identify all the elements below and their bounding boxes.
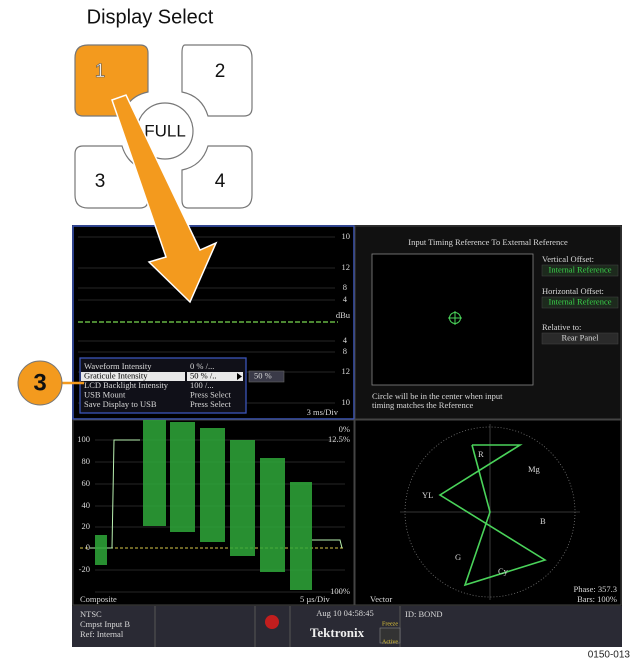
status-text: Cmpst Input B: [80, 619, 130, 629]
scale-label: 8: [343, 346, 347, 356]
active-label: Active: [382, 639, 398, 645]
menu-item[interactable]: Waveform Intensity: [84, 361, 152, 371]
pointer-arrow: [111, 94, 218, 304]
status-bar: [72, 606, 622, 647]
button-label: FULL: [144, 121, 186, 140]
timebase: 3 ms/Div: [307, 407, 339, 417]
panel-name: Composite: [80, 594, 117, 604]
field-box: [541, 296, 619, 309]
vector-target: Cy: [498, 566, 509, 576]
field-box: [541, 264, 619, 277]
field-label: Relative to:: [542, 322, 581, 332]
scale-label: 8: [343, 282, 347, 292]
scale-label: 12: [342, 262, 351, 272]
menu-value: Press Select: [190, 399, 231, 409]
scale-label: 10: [342, 397, 351, 407]
menu-item[interactable]: USB Mount: [84, 389, 126, 399]
keypad-title: Display Select: [87, 6, 214, 28]
button-label: 2: [215, 61, 226, 82]
scale-label: dBu: [336, 310, 351, 320]
vector-target: G: [455, 552, 461, 562]
scale-label: 12.5%: [328, 434, 350, 444]
menu-highlight: [187, 372, 243, 381]
button-1[interactable]: [74, 44, 149, 117]
button-label: 4: [215, 171, 226, 192]
panel-name: Vector: [370, 594, 392, 604]
timing-title: Input Timing Reference To External Refer…: [408, 237, 568, 247]
menu-value: 0 % /...: [190, 361, 214, 371]
phase-readout: Phase: 357.3: [574, 584, 617, 594]
scale-label: 4: [343, 335, 348, 345]
button-4[interactable]: [181, 145, 253, 209]
figure-id: 0150-013: [588, 650, 631, 661]
button-2[interactable]: [181, 44, 253, 117]
field-value: Internal Reference: [549, 296, 612, 306]
menu-value: 50 % /..: [190, 370, 216, 380]
field-value: Rear Panel: [561, 332, 599, 342]
menu-item[interactable]: LCD Backlight Intensity: [84, 380, 169, 390]
field-value: Internal Reference: [549, 264, 612, 274]
timebase: 5 µs/Div: [300, 594, 330, 604]
scale-label: 100%: [330, 586, 350, 596]
instrument-id: ID: BOND: [405, 609, 443, 619]
menu: [79, 357, 247, 414]
status-text: NTSC: [80, 609, 102, 619]
vector-target: B: [540, 516, 546, 526]
scale-label: 100: [77, 434, 90, 444]
menu-value: Press Select: [190, 389, 231, 399]
submenu: [248, 370, 285, 383]
scale-label: 20: [82, 521, 91, 531]
submenu-value[interactable]: 50 %: [254, 370, 272, 380]
scale-label: 40: [82, 500, 91, 510]
status-text: Ref: Internal: [80, 629, 124, 639]
timing-note: timing matches the Reference: [372, 400, 473, 410]
scale-label: 4: [343, 294, 348, 304]
vector-trace: [438, 444, 547, 587]
alarm-icon: [265, 615, 279, 629]
status-dividers: [154, 606, 401, 647]
callout-circle: [17, 360, 63, 406]
button-label: 1: [95, 61, 106, 82]
composite-trace: [312, 539, 343, 549]
field-box: [541, 332, 619, 345]
freeze-label: Freeze: [382, 621, 398, 627]
chroma-packets: [95, 420, 312, 590]
scale-label: 60: [82, 478, 91, 488]
freeze-icon: [379, 627, 401, 644]
scale-label: 0: [86, 542, 90, 552]
vector-target: YL: [422, 490, 433, 500]
timing-plot: [371, 253, 534, 386]
vector-target: Mg: [528, 464, 541, 474]
callout-label: 3: [33, 369, 46, 396]
menu-value: 100 /...: [190, 380, 214, 390]
menu-item[interactable]: Save Display to USB: [84, 399, 157, 409]
scale-label: -20: [79, 564, 90, 574]
field-label: Vertical Offset:: [542, 254, 594, 264]
bars-readout: Bars: 100%: [577, 594, 617, 604]
timing-note: Circle will be in the center when input: [372, 391, 503, 401]
scale-label: 10: [342, 231, 351, 241]
submenu-arrow: [237, 373, 242, 380]
scale-label: 12: [342, 366, 351, 376]
brand: Tektronix: [310, 625, 365, 640]
scale-label: 80: [82, 456, 91, 466]
menu-highlight: [81, 372, 185, 381]
datetime: Aug 10 04:58:45: [316, 608, 374, 618]
vector-panel: [354, 419, 622, 606]
field-label: Horizontal Offset:: [542, 286, 604, 296]
menu-item[interactable]: Graticule Intensity: [84, 370, 148, 380]
scale-label: 0%: [339, 424, 350, 434]
vector-target: R: [478, 449, 484, 459]
button-label: 3: [95, 171, 106, 192]
